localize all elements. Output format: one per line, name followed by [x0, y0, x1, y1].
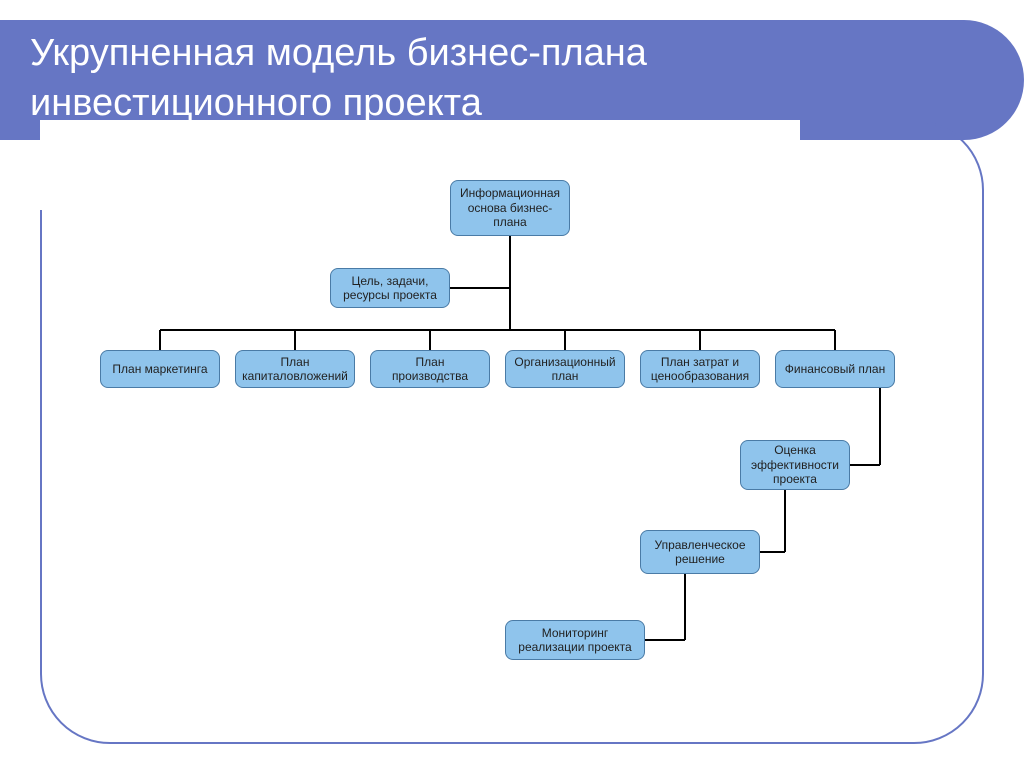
- node-side: Цель, задачи, ресурсы проекта: [330, 268, 450, 308]
- node-organizational: Организационный план: [505, 350, 625, 388]
- slide: Укрупненная модель бизнес-плана инвестиц…: [0, 0, 1024, 768]
- node-decision: Управленческое решение: [640, 530, 760, 574]
- node-pricing: План затрат и ценообразования: [640, 350, 760, 388]
- node-evaluation: Оценка эффективности проекта: [740, 440, 850, 490]
- node-financial: Финансовый план: [775, 350, 895, 388]
- node-capex: План капиталовложений: [235, 350, 355, 388]
- node-root: Информационная основа бизнес-плана: [450, 180, 570, 236]
- node-monitoring: Мониторинг реализации проекта: [505, 620, 645, 660]
- org-chart: Информационная основа бизнес-плана Цель,…: [40, 160, 980, 740]
- node-marketing: План маркетинга: [100, 350, 220, 388]
- node-production: План производства: [370, 350, 490, 388]
- page-title: Укрупненная модель бизнес-плана инвестиц…: [30, 28, 954, 128]
